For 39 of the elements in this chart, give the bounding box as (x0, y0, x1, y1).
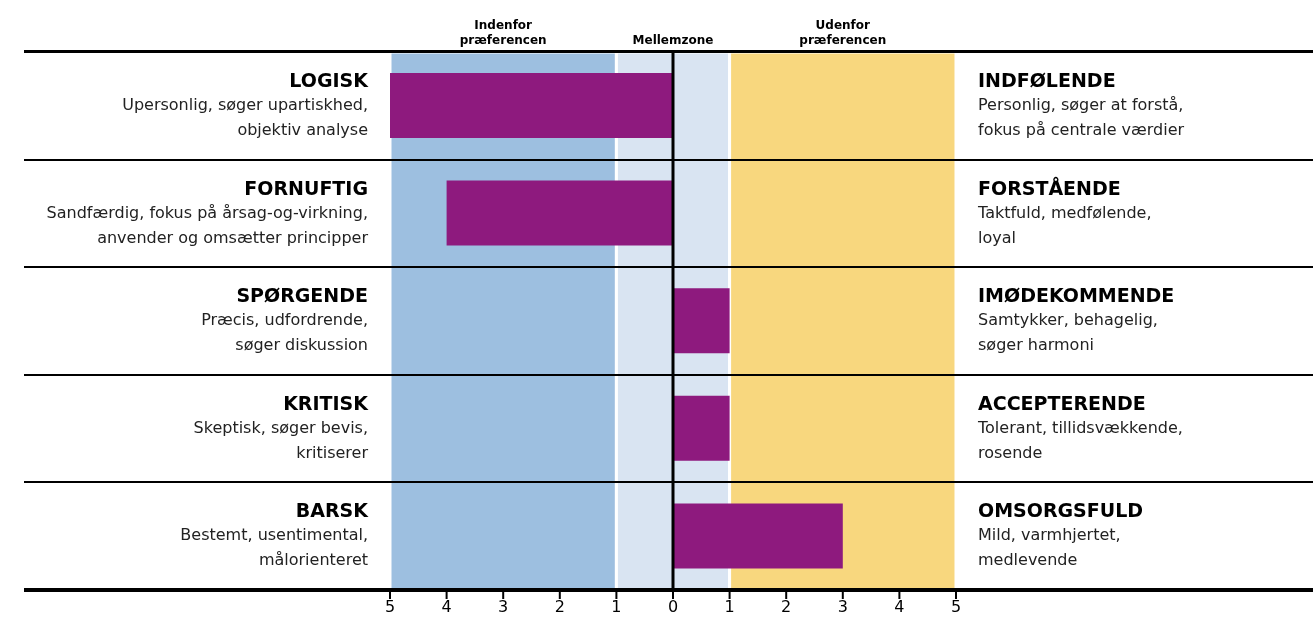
band-label: Indenfor præferencen (458, 18, 548, 48)
text: Bestemt, usentimental, målorienteret (180, 524, 368, 572)
text: ACCEPTERENDE (978, 390, 1147, 415)
y-tick-label: FORNUFTIG (243, 175, 368, 200)
text: Tolerant, tillidsvækkende, rosende (978, 416, 1183, 464)
bar (390, 73, 673, 138)
bar (673, 288, 730, 354)
y-tick-label: KRITISK (282, 390, 368, 415)
x-tick-label: 3 (837, 597, 848, 617)
x-tick-label: 2 (554, 597, 565, 617)
text: IMØDEKOMMENDE (978, 283, 1175, 308)
text: Sandfærdig, fokus på årsag-og-virkning, anvender og omsætter principper (46, 201, 368, 249)
text: Upersonlig, søger upartiskhed, objektiv analyse (122, 94, 368, 141)
x-tick-label: 1 (724, 597, 735, 617)
x-tick-label: 5 (384, 597, 396, 617)
text: INDFØLENDE (978, 68, 1117, 92)
text: OMSORGSFULD (978, 498, 1144, 523)
x-tick-label: 0 (667, 597, 679, 617)
text: Skeptisk, søger bevis, kritiserer (193, 416, 368, 464)
band-label: Mellemzone (631, 33, 715, 48)
text: Samtykker, behagelig, søger harmoni (978, 309, 1159, 357)
y-tick-label: LOGISK (288, 68, 368, 92)
bar (446, 180, 673, 246)
bar (673, 503, 843, 569)
text: Taktfuld, medfølende, loyal (978, 201, 1152, 249)
text: Præcis, udfordrende, søger diskussion (201, 309, 368, 357)
x-tick-label: 4 (441, 597, 452, 617)
x-tick-label: 3 (498, 597, 509, 617)
x-tick-label: 2 (781, 597, 792, 617)
y-tick-label: BARSK (294, 498, 368, 523)
band-label: Udenfor præferencen (798, 18, 888, 48)
x-tick-label: 5 (950, 597, 962, 617)
x-tick-label: 4 (894, 597, 905, 617)
y-tick-label: SPØRGENDE (235, 283, 368, 308)
x-tick-label: 1 (611, 597, 622, 617)
bar (673, 395, 730, 461)
text: FORSTÅENDE (978, 175, 1122, 200)
text: Personlig, søger at forstå, fokus på centrale værdier (978, 94, 1185, 141)
text: Mild, varmhjertet, medlevende (978, 524, 1122, 572)
